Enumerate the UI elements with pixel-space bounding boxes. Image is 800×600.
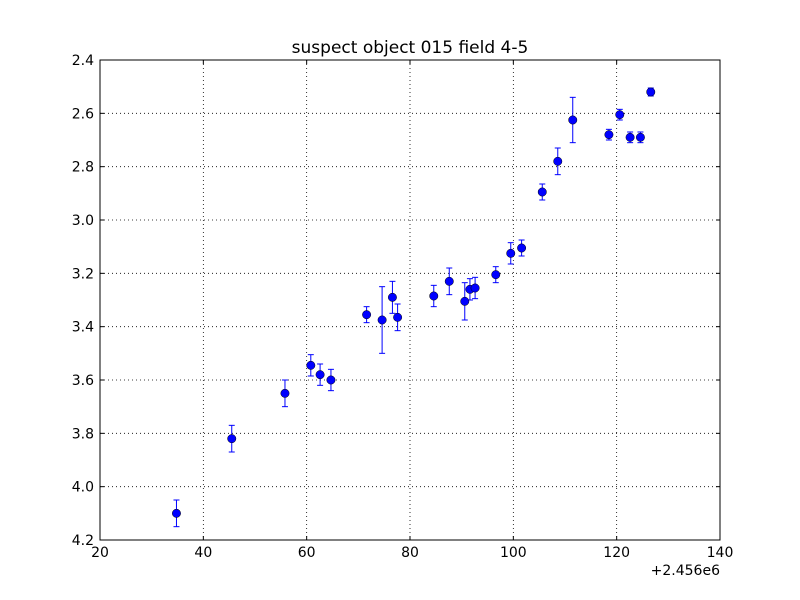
data-point <box>326 375 336 385</box>
data-point <box>537 187 547 197</box>
data-point <box>506 248 516 258</box>
data-point <box>387 292 397 302</box>
y-tick-label: 4.0 <box>72 480 94 496</box>
chart-title: suspect object 015 field 4-5 <box>292 38 529 58</box>
data-point <box>393 312 403 322</box>
y-tick-label: 3.2 <box>72 266 94 282</box>
x-tick-label: 40 <box>194 545 212 561</box>
data-point <box>646 87 656 97</box>
data-point <box>306 360 316 370</box>
y-tick-label: 3.8 <box>72 426 94 442</box>
data-point <box>470 283 480 293</box>
y-tick-label: 2.4 <box>72 53 94 69</box>
y-tick-label: 2.8 <box>72 160 94 176</box>
y-tick-label: 3.0 <box>72 213 94 229</box>
data-point <box>429 291 439 301</box>
data-point <box>227 434 237 444</box>
y-tick-label: 4.2 <box>72 533 94 549</box>
data-point <box>280 388 290 398</box>
data-point <box>491 270 501 280</box>
data-point <box>377 315 387 325</box>
data-point <box>635 132 645 142</box>
data-point <box>460 296 470 306</box>
data-point <box>553 156 563 166</box>
x-tick-label: 120 <box>603 545 630 561</box>
x-tick-label: 20 <box>91 545 109 561</box>
x-tick-label: 60 <box>298 545 316 561</box>
data-point <box>604 130 614 140</box>
x-tick-label: 140 <box>707 545 734 561</box>
data-point <box>568 115 578 125</box>
x-offset-label: +2.456e6 <box>651 563 720 579</box>
x-tick-label: 100 <box>500 545 527 561</box>
y-tick-label: 3.4 <box>72 320 94 336</box>
data-point <box>615 110 625 120</box>
data-point <box>444 276 454 286</box>
data-point <box>315 370 325 380</box>
plot-frame <box>99 59 721 541</box>
y-tick-label: 2.6 <box>72 106 94 122</box>
data-point <box>625 132 635 142</box>
data-point <box>172 508 181 518</box>
x-tick-label: 80 <box>401 545 419 561</box>
tick-labels: 20 40 60 80 100 120 140 2.4 2.6 2.8 3.0 3.2 3.4 3.6 3.… <box>72 53 734 561</box>
y-tick-label: 3.6 <box>72 373 94 389</box>
data-point <box>517 243 527 253</box>
data-point <box>362 310 372 320</box>
data-points <box>172 87 656 518</box>
